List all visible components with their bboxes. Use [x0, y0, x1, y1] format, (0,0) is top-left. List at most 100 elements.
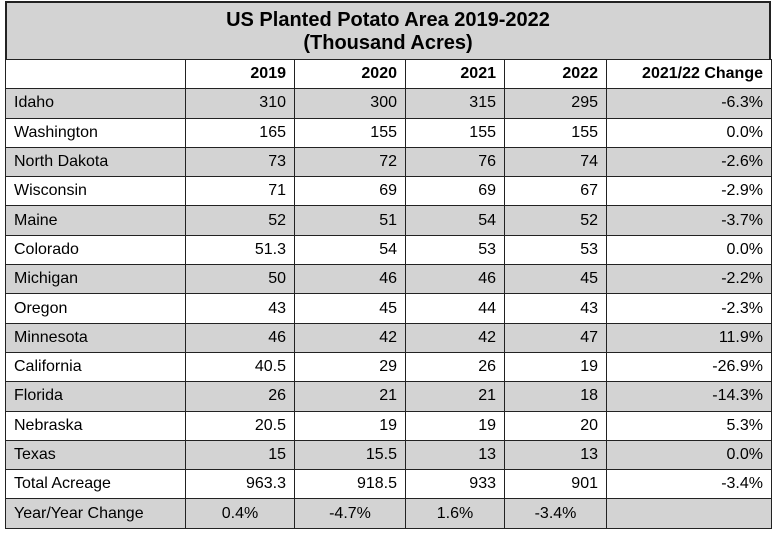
- table-cell: 47: [504, 322, 607, 353]
- table-cell: -26.9%: [606, 351, 772, 383]
- table-cell: 0.4%: [185, 498, 295, 529]
- table-cell: 54: [405, 205, 505, 236]
- row-label: North Dakota: [5, 146, 186, 178]
- table-cell: 53: [504, 234, 607, 266]
- table-cell: 11.9%: [606, 322, 772, 353]
- table-cell: -3.4%: [606, 469, 772, 500]
- table-cell: 72: [294, 146, 406, 178]
- row-label: Minnesota: [5, 322, 186, 353]
- row-label: Texas: [5, 439, 186, 471]
- table-cell: -2.9%: [606, 176, 772, 207]
- row-label: Wisconsin: [5, 176, 186, 207]
- table-cell: 0.0%: [606, 234, 772, 266]
- row-label: Year/Year Change: [5, 498, 186, 529]
- row-label: California: [5, 351, 186, 383]
- table-cell: 13: [504, 439, 607, 471]
- table-row: Texas 15 15.5 13 13 0.0%: [5, 439, 772, 471]
- table-cell: 51.3: [185, 234, 295, 266]
- table-cell: 74: [504, 146, 607, 178]
- table-cell: 67: [504, 176, 607, 207]
- table-cell: 19: [405, 410, 505, 441]
- table-cell: 26: [185, 381, 295, 412]
- table-cell: 155: [504, 117, 607, 148]
- table-cell: -3.4%: [504, 498, 607, 529]
- table-row: Nebraska 20.5 19 19 20 5.3%: [5, 410, 772, 441]
- table-cell: -6.3%: [606, 88, 772, 119]
- table-cell: 155: [405, 117, 505, 148]
- table-cell: 20.5: [185, 410, 295, 441]
- table-cell: 45: [294, 293, 406, 324]
- table-cell: 46: [405, 264, 505, 295]
- table-row: Oregon 43 45 44 43 -2.3%: [5, 293, 772, 324]
- table-row: North Dakota 73 72 76 74 -2.6%: [5, 146, 772, 178]
- table-cell: 295: [504, 88, 607, 119]
- table-cell: 44: [405, 293, 505, 324]
- header-cell: 2020: [294, 58, 406, 90]
- table-cell: 42: [294, 322, 406, 353]
- table-cell: 42: [405, 322, 505, 353]
- table-row: Colorado 51.3 54 53 53 0.0%: [5, 234, 772, 266]
- header-cell: [5, 58, 186, 90]
- title: US Planted Potato Area 2019-2022: [226, 9, 550, 31]
- table-cell: 26: [405, 351, 505, 383]
- table-cell: 51: [294, 205, 406, 236]
- table-cell: 165: [185, 117, 295, 148]
- row-label: Colorado: [5, 234, 186, 266]
- row-label: Nebraska: [5, 410, 186, 441]
- table-row: Wisconsin 71 69 69 67 -2.9%: [5, 176, 772, 207]
- row-label: Maine: [5, 205, 186, 236]
- header-cell: 2022: [504, 58, 607, 90]
- table-cell: 21: [405, 381, 505, 412]
- table-cell: -2.6%: [606, 146, 772, 178]
- data-table: 2019 2020 2021 2022 2021/22 Change Idaho 310 30…: [5, 58, 772, 529]
- table-cell: 73: [185, 146, 295, 178]
- table-cell: 21: [294, 381, 406, 412]
- table-row: Maine 52 51 54 52 -3.7%: [5, 205, 772, 236]
- table-cell: 5.3%: [606, 410, 772, 441]
- table-cell: 76: [405, 146, 505, 178]
- table-cell: 13: [405, 439, 505, 471]
- table-cell: 43: [185, 293, 295, 324]
- table-cell: 53: [405, 234, 505, 266]
- table-row: Idaho 310 300 315 295 -6.3%: [5, 88, 772, 119]
- table-row: Florida 26 21 21 18 -14.3%: [5, 381, 772, 412]
- table-cell: 933: [405, 469, 505, 500]
- header-cell: 2021/22 Change: [606, 58, 772, 90]
- table-cell: 52: [504, 205, 607, 236]
- table-cell: 155: [294, 117, 406, 148]
- row-label: Florida: [5, 381, 186, 412]
- table-cell: 50: [185, 264, 295, 295]
- table-cell: 19: [294, 410, 406, 441]
- table-cell: 71: [185, 176, 295, 207]
- header-cell: 2021: [405, 58, 505, 90]
- table-cell: 918.5: [294, 469, 406, 500]
- table-cell: 20: [504, 410, 607, 441]
- table-cell: 310: [185, 88, 295, 119]
- table-cell: -3.7%: [606, 205, 772, 236]
- table-row: Year/Year Change 0.4% -4.7% 1.6% -3.4%: [5, 498, 772, 529]
- row-label: Michigan: [5, 264, 186, 295]
- table-cell: 963.3: [185, 469, 295, 500]
- table-row: California 40.5 29 26 19 -26.9%: [5, 351, 772, 383]
- table-cell: 69: [405, 176, 505, 207]
- table-cell: 43: [504, 293, 607, 324]
- table-cell: 54: [294, 234, 406, 266]
- table-container: US Planted Potato Area 2019-2022 (Thousa…: [5, 1, 772, 529]
- table-cell: 300: [294, 88, 406, 119]
- table-cell: 901: [504, 469, 607, 500]
- subtitle: (Thousand Acres): [303, 32, 473, 54]
- row-label: Idaho: [5, 88, 186, 119]
- row-label: Oregon: [5, 293, 186, 324]
- table-cell: -2.3%: [606, 293, 772, 324]
- table-row: Total Acreage 963.3 918.5 933 901 -3.4%: [5, 469, 772, 500]
- table-cell: 69: [294, 176, 406, 207]
- header-cell: 2019: [185, 58, 295, 90]
- table-row: Minnesota 46 42 42 47 11.9%: [5, 322, 772, 353]
- table-cell: 46: [294, 264, 406, 295]
- table-cell: 40.5: [185, 351, 295, 383]
- table-cell: 15.5: [294, 439, 406, 471]
- table-cell: 18: [504, 381, 607, 412]
- table-row: Washington 165 155 155 155 0.0%: [5, 117, 772, 148]
- table-cell: -14.3%: [606, 381, 772, 412]
